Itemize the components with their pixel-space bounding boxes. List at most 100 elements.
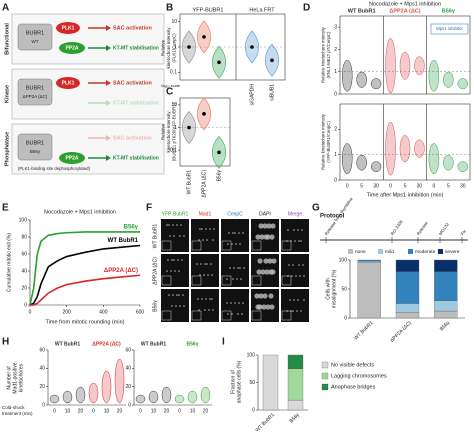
- x-tick-label: WT BubR1: [353, 320, 375, 342]
- speckle: [289, 299, 291, 301]
- y-tick-label: 2: [334, 47, 337, 53]
- plot-frame: [339, 103, 471, 181]
- median: [202, 112, 206, 116]
- y-tick-label: 0: [24, 302, 27, 308]
- speckle: [172, 294, 174, 296]
- header: HeLa FRT: [249, 7, 275, 13]
- speckle: [233, 267, 235, 269]
- legend-swatch: [378, 249, 383, 254]
- channel-label: YFP-BubR1: [162, 211, 189, 217]
- speckle: [269, 304, 275, 310]
- inset: [191, 275, 202, 286]
- inset: [281, 310, 292, 321]
- legend-label: Anaphase bridges: [331, 384, 376, 390]
- speckle: [259, 234, 265, 240]
- speckle: [241, 313, 243, 315]
- speckle: [210, 263, 212, 265]
- speckle: [212, 239, 214, 241]
- legend-swatch: [438, 249, 443, 254]
- violin: [399, 135, 411, 163]
- speckle: [209, 228, 211, 230]
- speckle: [270, 223, 276, 229]
- x-axis-label: treatment (min): [2, 411, 33, 416]
- speckle: [243, 267, 245, 269]
- axis-label: (PLK1/CenpC): [172, 33, 177, 63]
- speckle: [297, 299, 299, 301]
- series-label: WT BubR1: [108, 238, 139, 244]
- y-tick-label: 60: [39, 347, 45, 353]
- speckle: [178, 294, 180, 296]
- speckle: [300, 310, 302, 312]
- panel-label: F: [146, 203, 152, 214]
- line: [30, 274, 141, 306]
- y-tick-label: 0: [344, 315, 347, 321]
- panel-label: A: [2, 3, 9, 14]
- inset: [221, 240, 232, 251]
- median: [217, 60, 221, 65]
- speckle: [171, 305, 173, 307]
- axis-label: (BUBR1 pT620/YFP-BUBR1): [172, 102, 177, 161]
- axis-label: kinetochores: [18, 363, 24, 392]
- x-tick-label: 600: [136, 309, 145, 315]
- speckle: [303, 275, 305, 277]
- speckle: [258, 293, 264, 299]
- speckle: [292, 310, 294, 312]
- axis-label: misalignment (%): [331, 269, 337, 308]
- series-label: B56γ: [124, 224, 139, 230]
- speckle: [212, 309, 214, 311]
- speckle: [181, 259, 183, 261]
- speckle: [293, 299, 295, 301]
- speckle: [202, 239, 204, 241]
- speckle: [227, 243, 229, 245]
- construct: BUBR1: [26, 140, 44, 146]
- x-tick-label: ΔPP2A (ΔC): [389, 320, 413, 344]
- outcome: SAC activation: [113, 80, 152, 86]
- bar-segment: [434, 310, 458, 319]
- micrograph: [281, 219, 309, 252]
- speckle: [209, 298, 211, 300]
- inset: [221, 310, 232, 321]
- micrograph: [281, 254, 309, 287]
- x-tick-label: 20: [78, 408, 84, 414]
- group-label: ΔPP2A (ΔC): [92, 341, 121, 347]
- axis-label: Mad1-positive: [12, 362, 18, 393]
- x-tick-label: WT BubR1: [186, 170, 192, 195]
- inset: [281, 275, 292, 286]
- violin: [114, 358, 125, 404]
- y-tick-label: 100: [19, 217, 28, 223]
- y-tick-label: 1: [174, 125, 177, 131]
- row-category: Kinase: [4, 85, 10, 103]
- legend-label: mild: [385, 249, 394, 255]
- violin: [49, 394, 60, 404]
- y-tick-label: 1: [334, 152, 337, 158]
- speckle: [200, 263, 202, 265]
- axis-label: Relative: [161, 123, 166, 140]
- violin: [443, 71, 454, 88]
- speckle: [237, 313, 239, 315]
- speckle: [287, 229, 289, 231]
- x-tick-label: 10: [104, 408, 110, 414]
- inset: [161, 310, 172, 321]
- speckle: [242, 302, 244, 304]
- speckle: [267, 258, 273, 264]
- y-tick-label: 50: [341, 286, 347, 292]
- legend-label: No visible defects: [331, 362, 374, 368]
- row-label: ΔPP2A (ΔC): [152, 257, 158, 285]
- speckle: [254, 293, 260, 299]
- speckle: [168, 294, 170, 296]
- micrograph: [221, 289, 249, 322]
- violin: [101, 370, 112, 404]
- axis-label: kinetochore intensity: [166, 111, 171, 153]
- y-tick-label: 1: [334, 69, 337, 75]
- violin: [414, 56, 425, 76]
- speckle: [182, 294, 184, 296]
- axis-label: Relative kinetochore intensity: [320, 113, 325, 170]
- y-tick-label: 3: [334, 24, 337, 30]
- violin: [443, 154, 454, 171]
- speckle: [175, 305, 177, 307]
- construct: B56γ: [30, 149, 41, 154]
- y-tick-label: 20: [39, 384, 45, 390]
- x-tick-label: 0: [29, 309, 32, 315]
- speckle: [262, 223, 268, 229]
